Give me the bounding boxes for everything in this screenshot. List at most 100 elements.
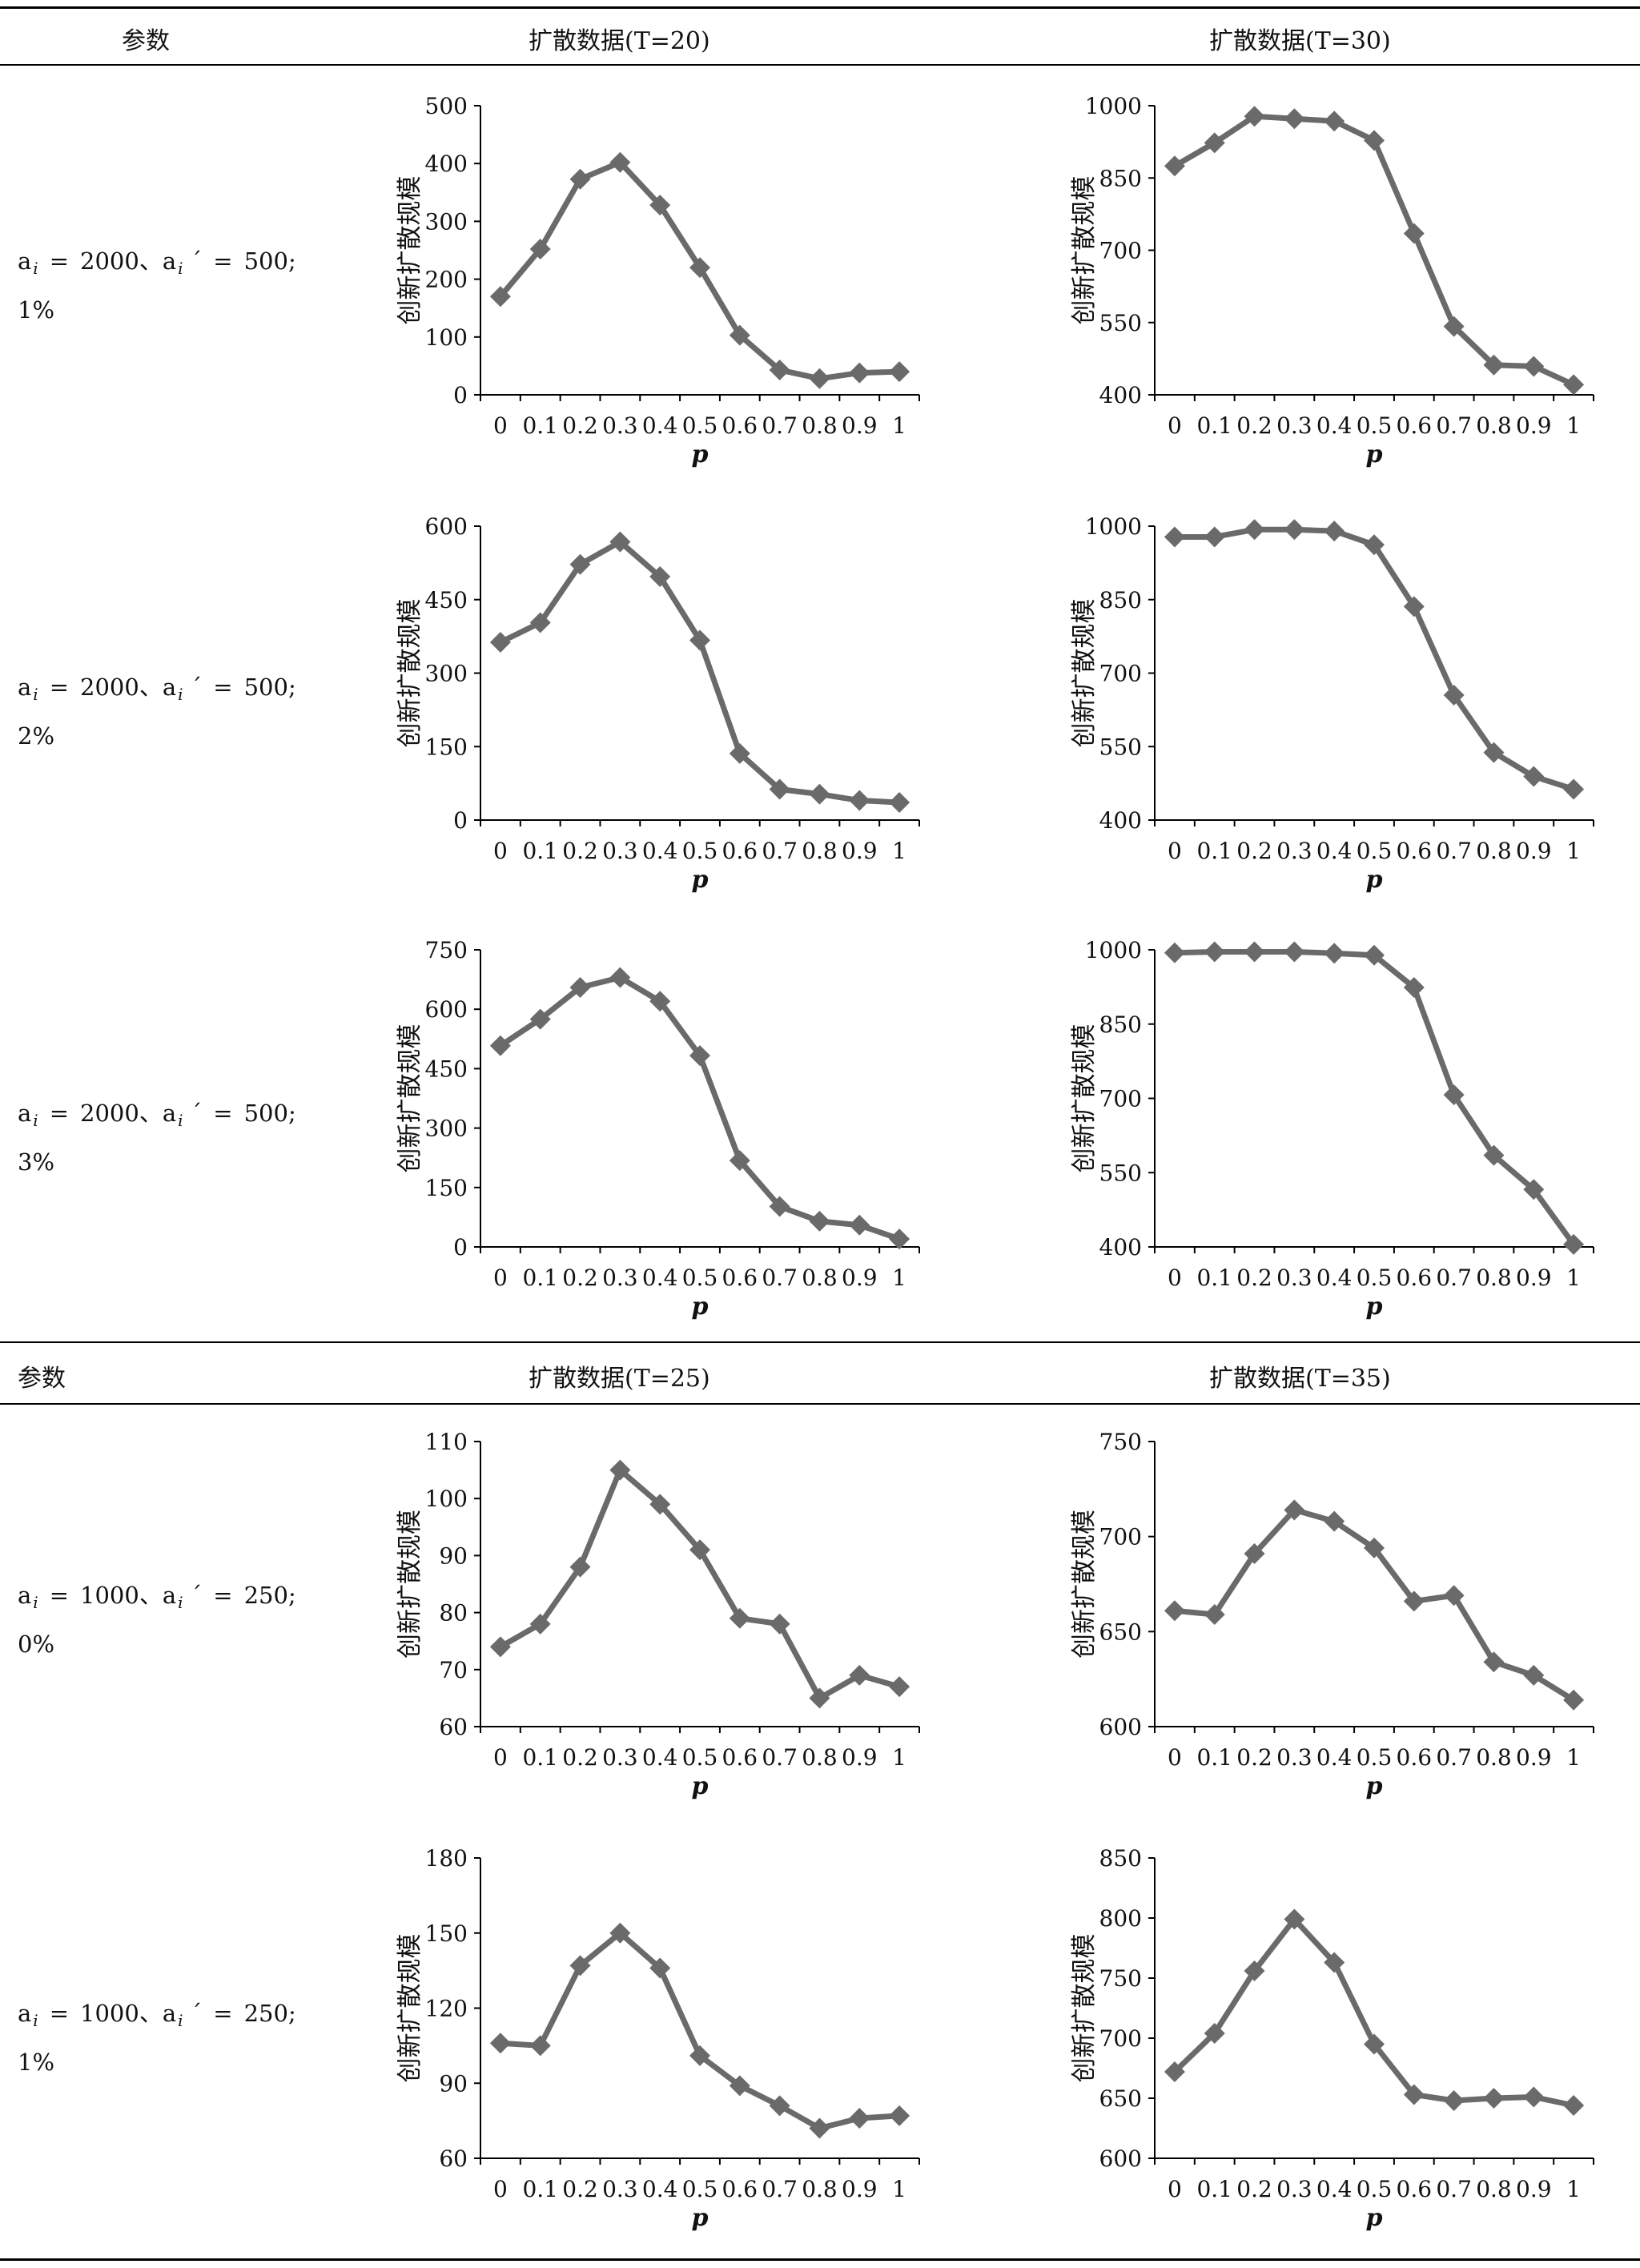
x-tick-label: 1: [892, 838, 906, 864]
x-tick-label: 0.8: [1476, 1265, 1512, 1291]
data-point: [769, 778, 790, 800]
y-axis-label: 创新扩散规模: [1070, 599, 1099, 748]
y-tick-label: 500: [425, 93, 468, 119]
x-tick-label: 0.9: [1516, 1744, 1552, 1771]
x-tick-label: 0.8: [1476, 2176, 1512, 2202]
x-tick-label: 0.4: [642, 838, 678, 864]
x-tick-label: 0.8: [1476, 838, 1512, 864]
data-point: [1443, 1084, 1465, 1106]
semicolon: ;: [287, 1582, 296, 1609]
data-point: [1324, 943, 1345, 964]
y-tick-label: 0: [453, 382, 468, 408]
x-tick-label: 0.4: [642, 2176, 678, 2202]
x-tick-label: 0.5: [1357, 1265, 1393, 1291]
param-line: a i = 2000、a i ´ = 500;: [18, 1092, 296, 1141]
x-tick-label: 0.9: [1516, 2176, 1552, 2202]
x-tick-label: 0.3: [1276, 1744, 1312, 1771]
y-tick-label: 120: [425, 1996, 468, 2022]
data-point: [609, 531, 631, 553]
y-tick-label: 300: [425, 1116, 468, 1142]
y-tick-label: 60: [439, 1714, 468, 1740]
y-axis-label: 创新扩散规模: [1070, 1024, 1099, 1173]
data-point: [1164, 526, 1185, 548]
param-label: a i = 1000、a i ´ = 250; 1%: [18, 1993, 296, 2083]
line-chart: 60 70 80 90 100 110 0 0.1 0.2 0.3 0.4 0.5 0.6 0.7 0.8 0…: [396, 1429, 920, 1800]
x-tick-label: 0.2: [1236, 2176, 1272, 2202]
y-tick-label: 100: [425, 1486, 468, 1512]
data-point: [1403, 2084, 1425, 2105]
y-tick-label: 700: [1099, 2025, 1142, 2052]
data-point: [729, 742, 750, 764]
data-point: [1204, 941, 1225, 963]
param-subscript: i: [33, 2011, 38, 2030]
data-point: [489, 1636, 511, 1658]
x-tick-label: 0.1: [1196, 412, 1232, 439]
equals-sign: =: [49, 2000, 70, 2027]
y-tick-label: 1000: [1085, 937, 1142, 963]
x-tick-label: 0.6: [1397, 1744, 1433, 1771]
line-chart: 60 90 120 150 180 0 0.1 0.2 0.3 0.4 0.5 0.6 0.7 0.8 0.…: [396, 1845, 920, 2232]
data-point: [1403, 596, 1425, 617]
x-tick-label: 0.2: [1236, 412, 1272, 439]
param-percent: 1%: [18, 2049, 55, 2076]
x-tick-label: 0.7: [1436, 838, 1472, 864]
separator: 、: [139, 247, 163, 275]
param-subscript: i: [33, 685, 38, 704]
y-axis-label: 创新扩散规模: [1070, 176, 1099, 325]
data-point: [729, 2075, 750, 2097]
param-a-prime-value: 500: [243, 247, 288, 275]
data-point: [1284, 1908, 1305, 1930]
data-point: [529, 2035, 551, 2057]
x-tick-label: 0: [493, 1265, 508, 1291]
x-tick-label: 0.6: [1397, 838, 1433, 864]
x-tick-label: 0.8: [802, 2176, 838, 2202]
equals-sign: =: [49, 674, 70, 701]
param-label: a i = 2000、a i ´ = 500; 1%: [18, 240, 296, 331]
x-tick-label: 0.6: [722, 1744, 758, 1771]
x-tick-label: 0.7: [1436, 2176, 1472, 2202]
line-chart: 0 150 300 450 600 0 0.1 0.2 0.3 0.4 0.5 0.6 0.7 0.8 0.…: [396, 513, 920, 894]
data-point: [889, 1676, 910, 1698]
x-tick-label: 0.4: [642, 1265, 678, 1291]
y-axis-label: 创新扩散规模: [396, 1024, 424, 1173]
data-point: [1523, 2086, 1545, 2108]
y-axis-label: 创新扩散规模: [396, 599, 424, 748]
param-a-value: 2000: [80, 674, 139, 701]
data-point: [1364, 944, 1385, 966]
column-header: 扩散数据(T=35): [1209, 1365, 1391, 1393]
data-point: [489, 631, 511, 653]
y-tick-label: 200: [425, 267, 468, 293]
equals-sign: =: [213, 2000, 233, 2027]
data-point: [1244, 1543, 1265, 1565]
x-tick-label: 0.3: [602, 838, 638, 864]
param-a-value: 2000: [80, 1100, 139, 1127]
param-label: a i = 1000、a i ´ = 250; 0%: [18, 1574, 296, 1665]
y-tick-label: 80: [439, 1600, 468, 1627]
param-percent: 0%: [18, 1631, 55, 1658]
y-tick-label: 650: [1099, 2085, 1142, 2112]
y-tick-label: 600: [425, 996, 468, 1023]
param-line: a i = 1000、a i ´ = 250;: [18, 1993, 296, 2041]
x-tick-label: 0.2: [1236, 838, 1272, 864]
x-tick-label: 0.7: [1436, 1744, 1472, 1771]
data-point: [849, 790, 870, 811]
x-tick-label: 0.1: [522, 412, 558, 439]
line-chart: 600 650 700 750 0 0.1 0.2 0.3 0.4 0.5 0.6 0.7 0.8 0.9…: [1070, 1429, 1594, 1800]
y-tick-label: 450: [425, 1056, 468, 1082]
y-tick-label: 100: [425, 324, 468, 351]
data-point: [1483, 354, 1505, 376]
x-tick-label: 0.3: [1276, 838, 1312, 864]
x-tick-label: 1: [892, 2176, 906, 2202]
data-point: [1164, 155, 1185, 177]
data-point: [569, 553, 591, 575]
data-point: [769, 1613, 790, 1635]
data-point: [1284, 108, 1305, 130]
param-subscript: i: [33, 1593, 38, 1612]
data-point: [609, 1922, 631, 1944]
y-tick-label: 90: [439, 1542, 468, 1569]
y-tick-label: 0: [453, 807, 468, 834]
y-tick-label: 850: [1099, 1845, 1142, 1872]
data-point: [849, 1664, 870, 1686]
x-tick-label: 0.8: [1476, 1744, 1512, 1771]
